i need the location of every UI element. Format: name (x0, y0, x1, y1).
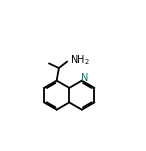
Text: N: N (81, 73, 88, 84)
Text: NH$_2$: NH$_2$ (70, 53, 90, 67)
